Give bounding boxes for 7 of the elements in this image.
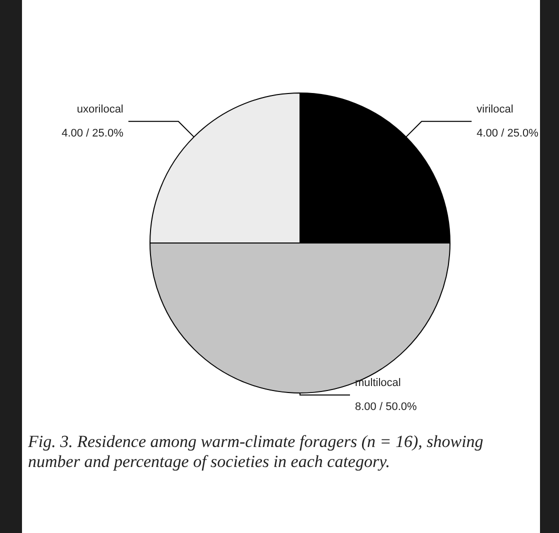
slice-label: uxorilocal xyxy=(76,103,124,116)
data-label: 4.00 / 25.0% xyxy=(476,127,539,140)
data-label: 8.00 / 50.0% xyxy=(355,401,417,413)
caption: Fig. 3. Residence among warm-climate foragers (n = 16), showing number and percentage of societies in each category. xyxy=(28,432,484,472)
slice-label: multilocal xyxy=(355,377,401,389)
slice-label: virilocal xyxy=(476,103,514,116)
data-label: 4.00 / 25.0% xyxy=(62,127,124,140)
